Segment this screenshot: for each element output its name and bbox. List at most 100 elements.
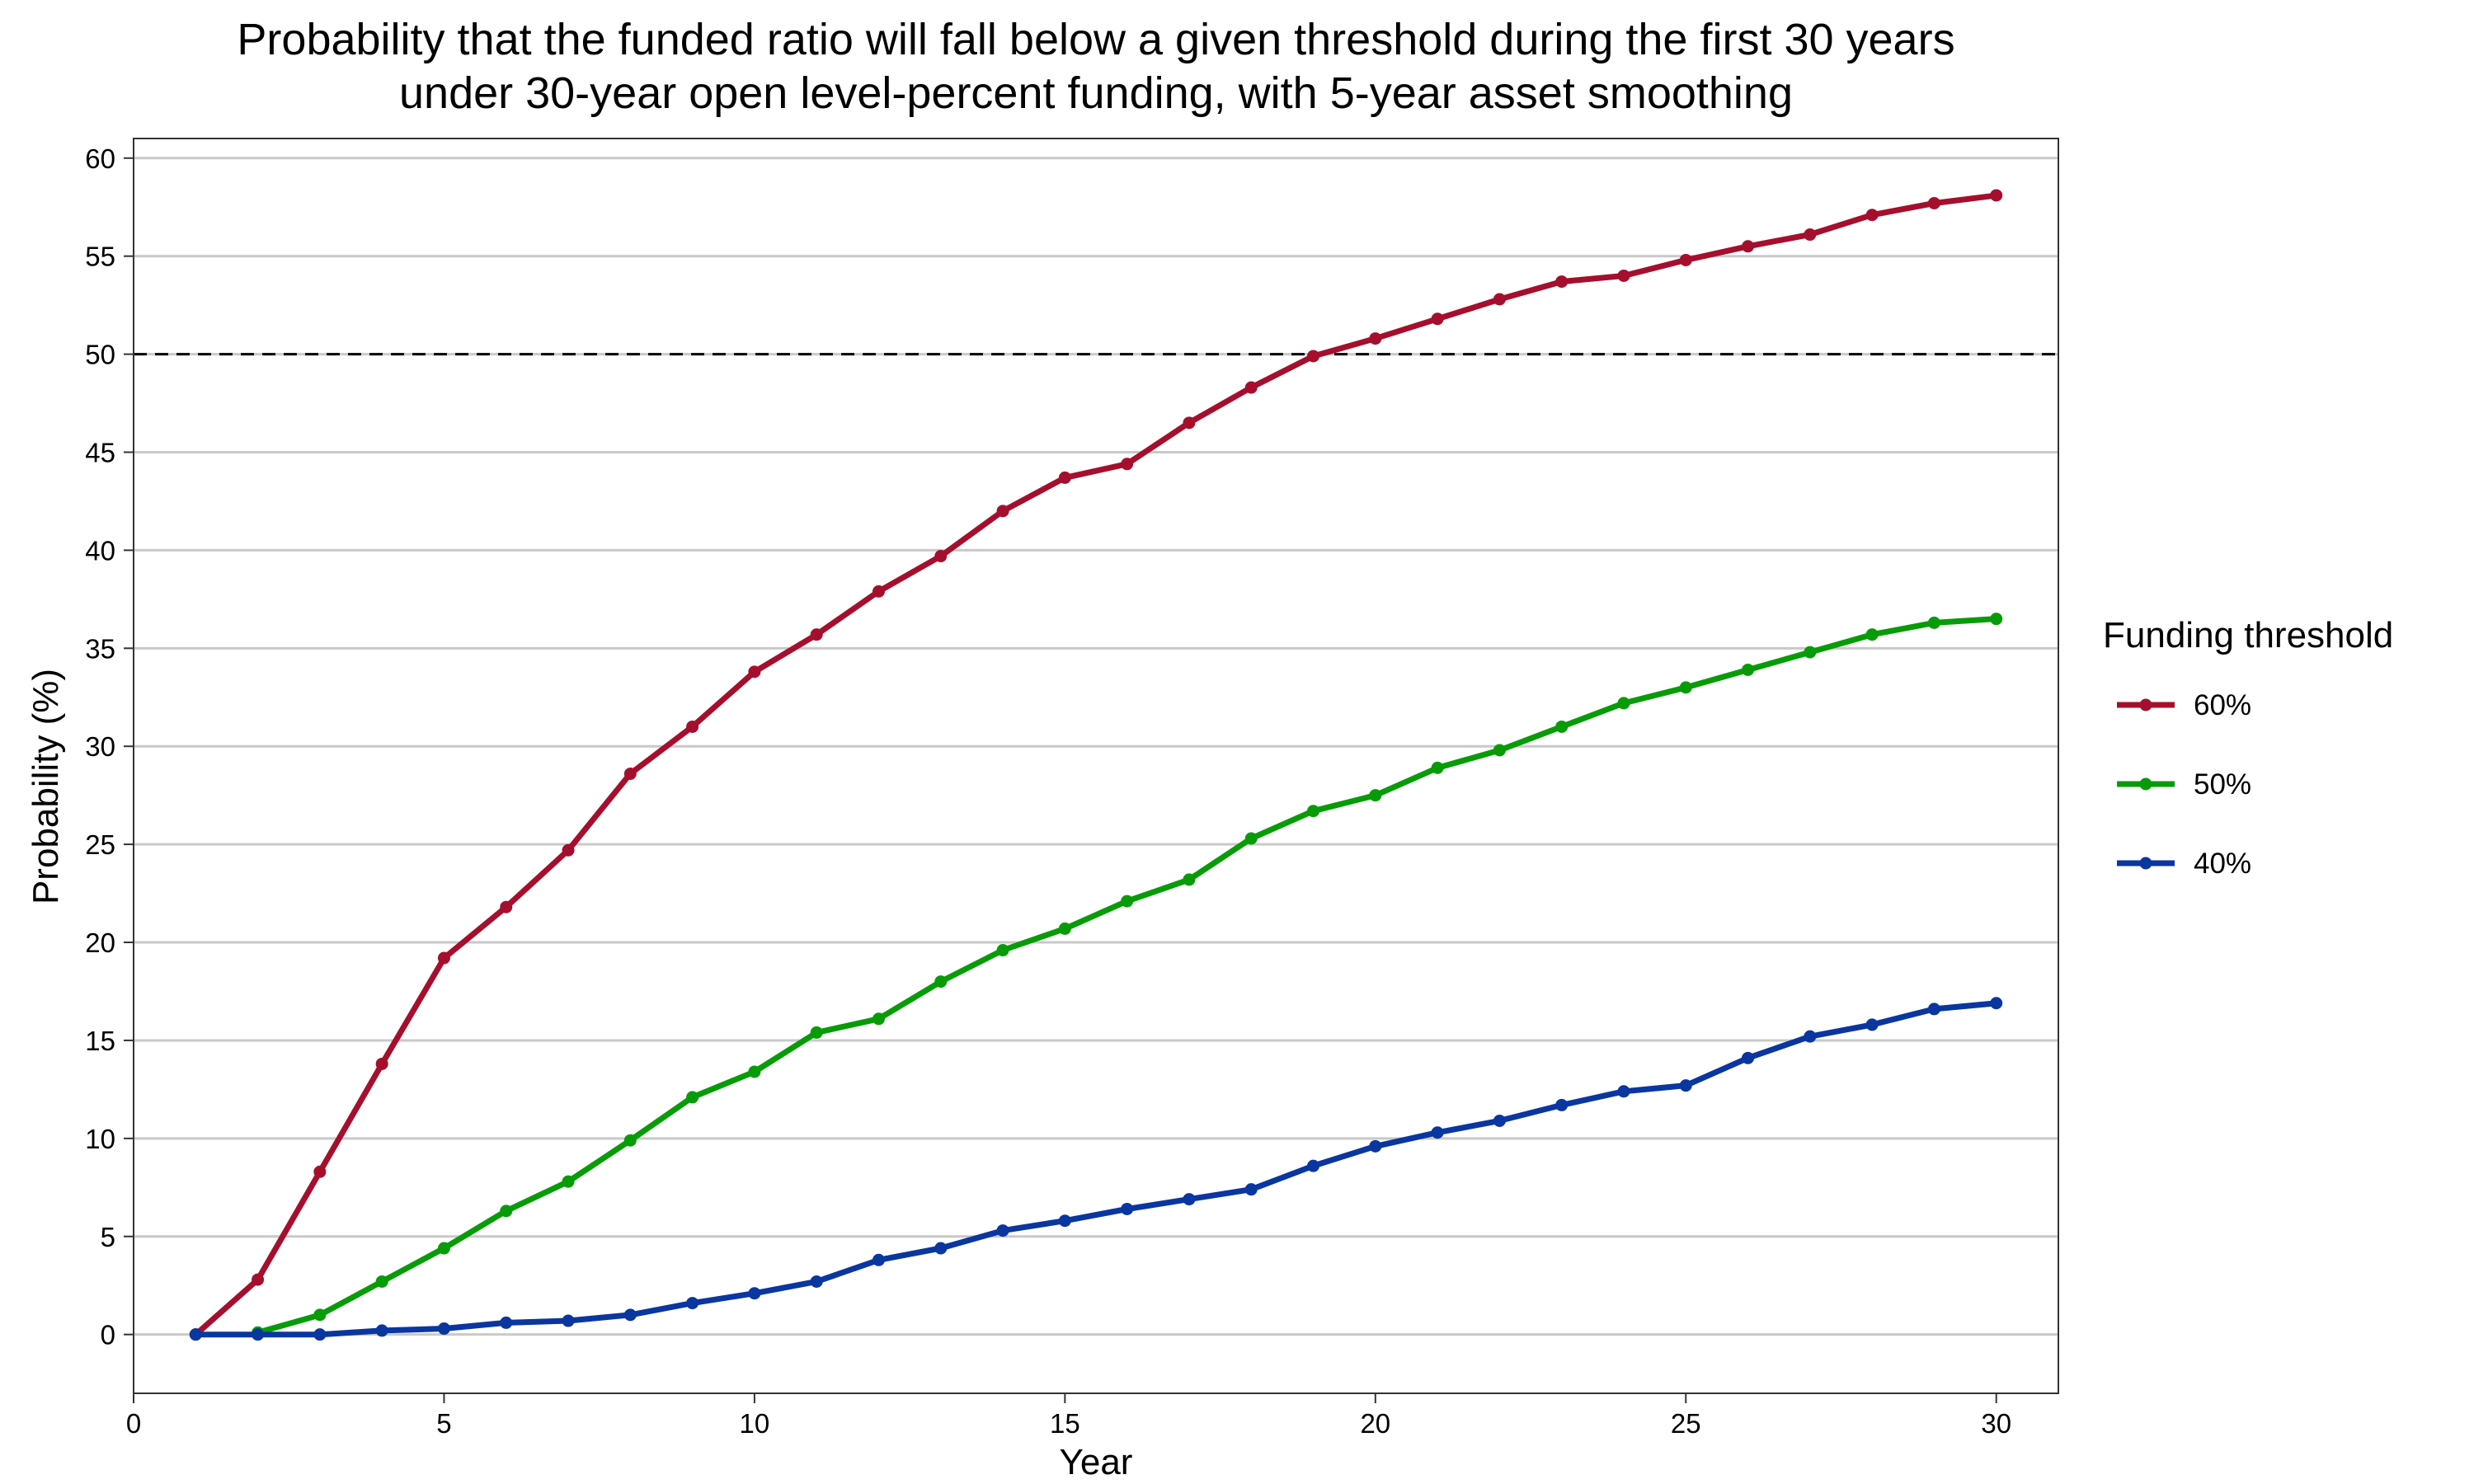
series-50pct-point	[1369, 789, 1382, 802]
legend-item-50pct: 50%	[2117, 768, 2251, 801]
series-60pct-point	[934, 550, 948, 563]
series-40pct-point	[252, 1328, 265, 1341]
y-axis-title: Probability (%)	[26, 669, 66, 904]
legend-label: 60%	[2194, 689, 2251, 721]
series-60pct-point	[1183, 416, 1196, 430]
series-40pct-point	[1555, 1098, 1569, 1111]
series-60pct-point	[810, 628, 823, 641]
series-60pct-point	[1121, 458, 1134, 471]
series-40pct-point	[1058, 1214, 1071, 1228]
y-tick-label: 5	[101, 1222, 115, 1252]
series-40pct-point	[1617, 1085, 1630, 1098]
legend-key-point	[2139, 857, 2152, 870]
series-40pct-point	[1369, 1139, 1382, 1153]
series-40pct-point	[996, 1224, 1009, 1237]
series-60pct-point	[1679, 253, 1692, 266]
series-60pct-point	[686, 720, 699, 733]
series-50pct-point	[1742, 663, 1755, 676]
legend: Funding threshold 60% 50% 40%	[2103, 615, 2393, 880]
series-60pct-point	[872, 585, 885, 598]
y-tick-label: 35	[85, 633, 115, 664]
series-50pct-point	[1121, 895, 1134, 908]
series-50pct-point	[1307, 805, 1320, 818]
series-60pct-point	[252, 1273, 265, 1286]
legend-title: Funding threshold	[2103, 615, 2393, 655]
series-40pct-point	[1990, 997, 2003, 1010]
series-60pct-point	[1431, 312, 1444, 326]
series-60pct-point	[1555, 275, 1569, 289]
legend-key-point	[2139, 777, 2152, 791]
series-50pct-point	[996, 944, 1009, 957]
y-tick-label: 20	[85, 928, 115, 958]
series-40pct-point	[810, 1275, 823, 1288]
series-40pct-point	[1679, 1079, 1692, 1092]
series-50pct-point	[1617, 697, 1630, 710]
y-tick-label: 25	[85, 829, 115, 860]
series-50pct-point	[623, 1134, 637, 1147]
series-60pct-point	[1493, 293, 1506, 306]
y-tick-label: 50	[85, 340, 115, 370]
series-40pct-point	[934, 1242, 948, 1255]
series-50pct-point	[748, 1065, 761, 1078]
series-50pct-point	[437, 1242, 450, 1255]
series-50pct-point	[1183, 873, 1196, 886]
series-40pct-point	[686, 1297, 699, 1310]
series-40pct-point	[1742, 1051, 1755, 1064]
series-60pct-point	[996, 505, 1009, 518]
series-40pct-point	[313, 1328, 327, 1341]
x-tick-label: 0	[126, 1408, 141, 1439]
y-tick-label: 30	[85, 731, 115, 762]
series-40pct-point	[562, 1314, 575, 1327]
y-tick-label: 55	[85, 242, 115, 272]
series-60pct-point	[1307, 350, 1320, 363]
series-60pct-point	[313, 1165, 327, 1178]
series-60pct-point	[1369, 332, 1382, 345]
y-tick-label: 15	[85, 1026, 115, 1056]
chart-title-line-1: Probability that the funded ratio will f…	[237, 15, 1954, 64]
series-40pct-line	[192, 1000, 2000, 1338]
series-60pct-point	[748, 665, 761, 679]
series-50pct-point	[1493, 744, 1506, 757]
x-tick-label: 25	[1671, 1408, 1701, 1439]
series-60pct-point	[1742, 240, 1755, 253]
series-50pct-point	[1431, 761, 1444, 774]
series-60pct-point	[1804, 228, 1817, 242]
series-50pct-point	[1990, 613, 2003, 626]
x-tick-label: 5	[436, 1408, 451, 1439]
series-50pct-point	[1927, 616, 1940, 629]
series-50pct-point	[1804, 646, 1817, 659]
series-50pct-point	[313, 1308, 327, 1322]
series-40pct-point	[500, 1316, 513, 1329]
series-60pct-point	[1058, 471, 1071, 484]
series-60pct-point	[1865, 209, 1879, 222]
series-50pct-point	[1555, 720, 1569, 733]
series-60pct-point	[1990, 189, 2003, 202]
series-40pct-point	[1865, 1018, 1879, 1031]
series-40pct-point	[748, 1287, 761, 1300]
series-40pct-point	[437, 1322, 450, 1336]
series-50pct-point	[872, 1012, 885, 1026]
series-lines	[189, 189, 2003, 1341]
series-60pct-point	[437, 951, 450, 965]
series-50pct-point	[934, 975, 948, 989]
gridlines	[134, 157, 2058, 1336]
series-60pct-point	[623, 768, 637, 781]
series-50pct-point	[686, 1091, 699, 1104]
series-50pct-point	[810, 1026, 823, 1039]
series-40pct-point	[1121, 1202, 1134, 1215]
x-tick-label: 20	[1360, 1408, 1390, 1439]
series-40pct-point	[623, 1308, 637, 1322]
series-40pct-point	[1927, 1003, 1940, 1016]
series-40pct-point	[1307, 1159, 1320, 1172]
series-60pct-point	[1244, 381, 1258, 394]
series-60pct-point	[375, 1057, 388, 1070]
series-40pct-point	[1804, 1030, 1817, 1043]
series-60pct-point	[1927, 196, 1940, 209]
y-tick-label: 40	[85, 535, 115, 566]
series-50pct-point	[1244, 832, 1258, 845]
series-60pct-line	[192, 192, 2000, 1338]
series-60pct-point	[500, 900, 513, 913]
series-40pct-point	[375, 1324, 388, 1337]
